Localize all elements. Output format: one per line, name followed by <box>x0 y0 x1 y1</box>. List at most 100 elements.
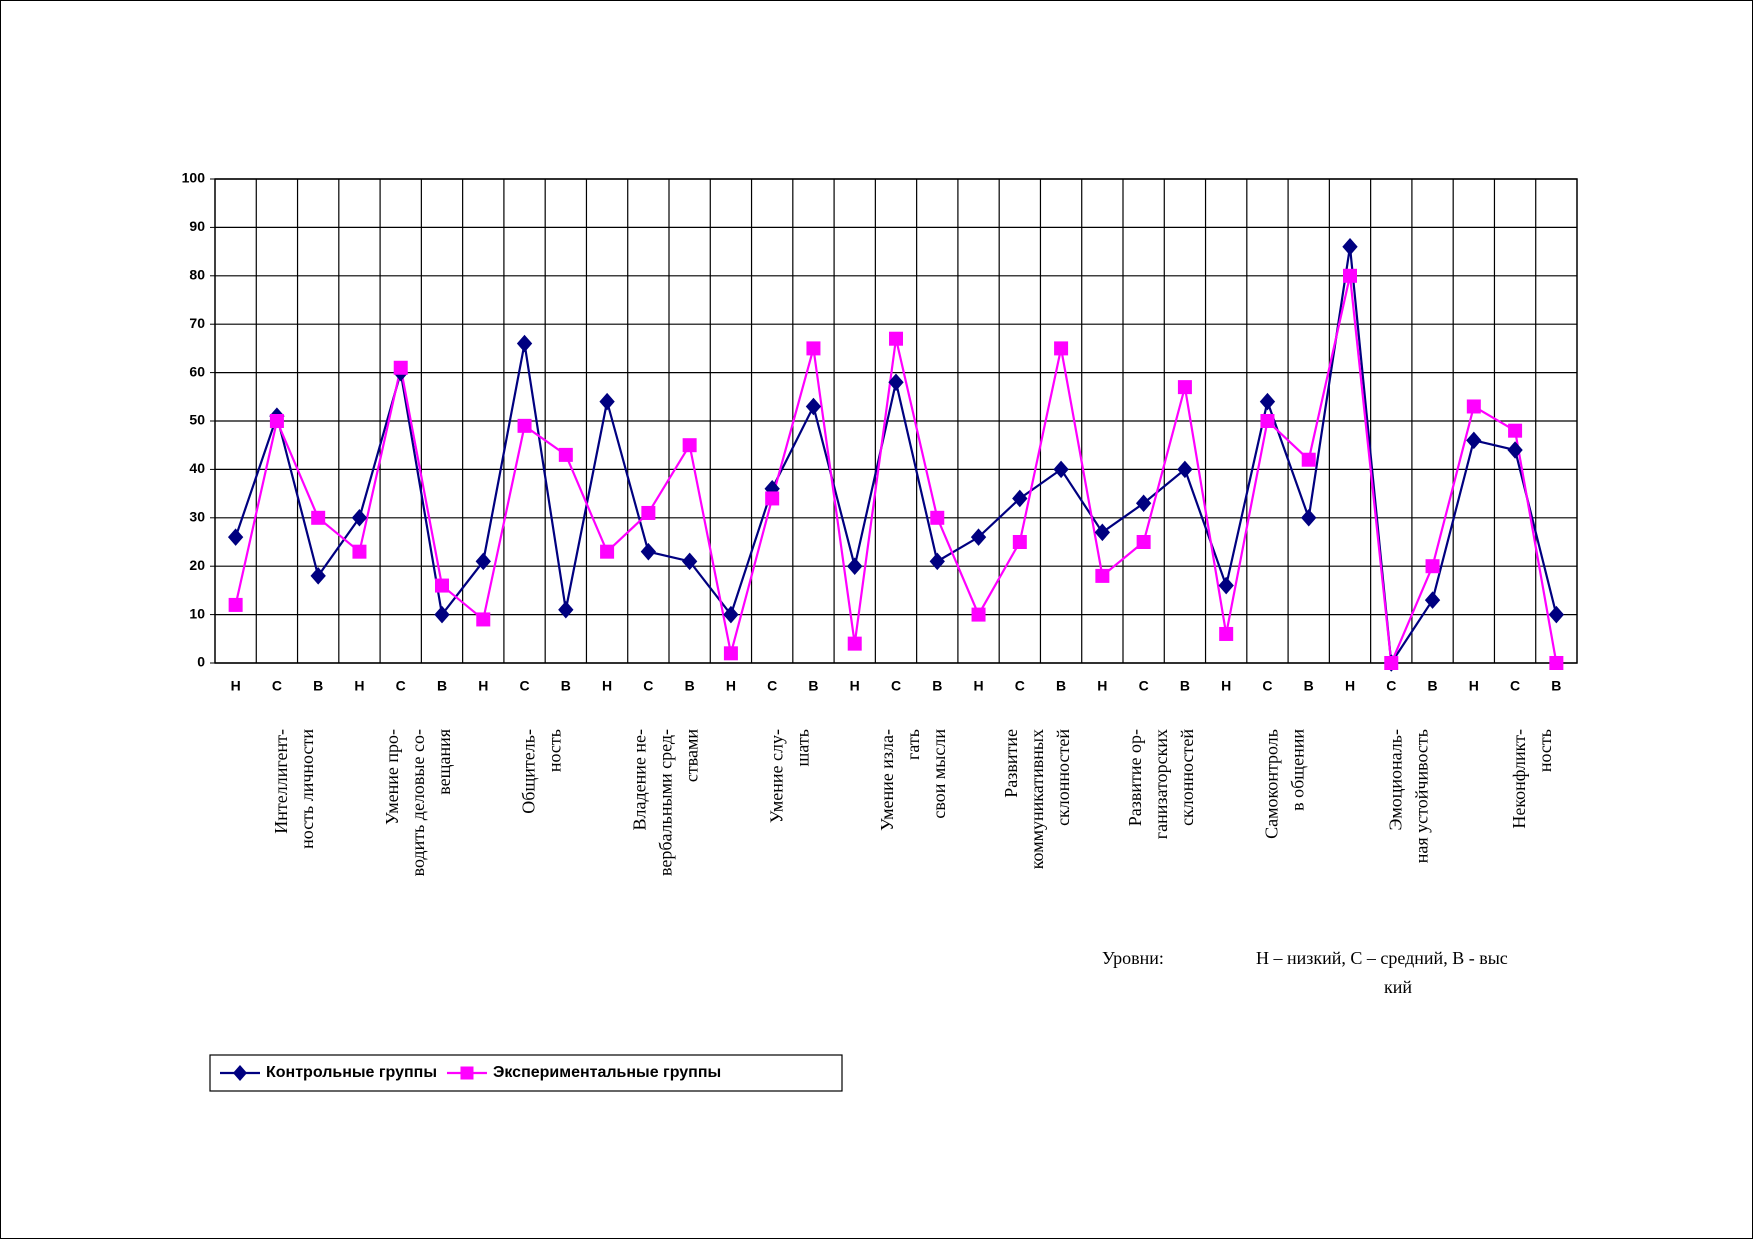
x-tick-label: Н <box>354 678 364 694</box>
data-point <box>1507 441 1523 459</box>
data-point <box>640 542 657 561</box>
data-point <box>1424 591 1441 609</box>
data-point <box>1177 460 1193 479</box>
data-point <box>1260 414 1275 428</box>
x-tick-label: Н <box>1097 678 1107 694</box>
data-point <box>888 373 904 392</box>
data-point <box>1343 268 1357 283</box>
x-tick-label: Н <box>1345 678 1355 694</box>
data-point <box>311 510 326 525</box>
y-tick-label: 0 <box>197 654 205 670</box>
x-tick-label: С <box>643 678 653 694</box>
data-point <box>641 505 656 520</box>
x-tick-label: В <box>1427 678 1437 694</box>
annotation: Н – низкий, С – средний, В - выс <box>1256 948 1508 968</box>
data-point <box>930 510 945 525</box>
x-tick-label: Н <box>231 678 241 694</box>
x-tick-label: Н <box>850 678 860 694</box>
x-tick-label: С <box>891 678 901 694</box>
data-point <box>517 418 532 433</box>
data-point <box>971 607 986 622</box>
data-point <box>1301 509 1317 527</box>
x-tick-label: С <box>1015 678 1025 694</box>
group-label: Умение слу- <box>766 729 786 823</box>
group-label: Умение изла- <box>877 729 897 831</box>
x-tick-label: Н <box>1469 678 1479 694</box>
x-tick-label: С <box>767 678 777 694</box>
group-label: Умение про- <box>382 729 402 825</box>
data-point <box>929 552 945 571</box>
data-point <box>434 605 450 624</box>
group-label: Владение не- <box>629 729 649 831</box>
group-label: Эмоциональ- <box>1385 729 1405 831</box>
group-label: в общении <box>1288 729 1308 811</box>
legend-marker <box>233 1065 247 1081</box>
x-tick-label: Н <box>973 678 983 694</box>
data-point <box>393 360 408 375</box>
data-point <box>1301 452 1316 467</box>
data-point <box>1136 535 1151 549</box>
x-tick-label: С <box>396 678 406 694</box>
group-label: свои мысли <box>929 729 949 819</box>
legend-box <box>209 1054 843 1092</box>
group-label: ность личности <box>297 729 317 849</box>
data-point <box>1012 535 1027 549</box>
group-label: ганизаторских <box>1151 729 1171 839</box>
group-label: Общитель- <box>519 729 539 814</box>
x-tick-label: В <box>1056 678 1066 694</box>
y-tick-label: 20 <box>189 557 205 573</box>
group-label: гать <box>903 729 923 760</box>
group-label: водить деловые со- <box>408 729 428 876</box>
x-tick-label: В <box>561 678 571 694</box>
data-point <box>475 552 491 571</box>
annotation-group: Н – низкий, С – средний, В - выс <box>1256 948 1508 968</box>
x-tick-label: С <box>1139 678 1149 694</box>
y-tick-label: 80 <box>189 267 205 283</box>
group-label: Интеллигент- <box>271 729 291 834</box>
data-point <box>1094 523 1111 542</box>
data-point <box>970 528 987 546</box>
data-point <box>600 544 615 559</box>
data-point <box>476 612 491 627</box>
data-point <box>227 528 244 546</box>
y-tick-label: 30 <box>189 509 205 525</box>
data-point <box>1259 392 1276 411</box>
group-label: ная устойчивость <box>1411 729 1431 863</box>
data-point <box>1548 605 1565 624</box>
x-tick-label: В <box>932 678 942 694</box>
x-tick-label: В <box>313 678 323 694</box>
data-point <box>228 597 243 612</box>
annotation: Уровни: <box>1102 948 1164 968</box>
data-point <box>805 397 822 416</box>
data-point <box>599 392 615 411</box>
x-tick-label: В <box>437 678 447 694</box>
data-point <box>1219 626 1234 641</box>
data-point <box>1508 423 1523 438</box>
data-point <box>1095 568 1110 583</box>
group-label: коммуникативных <box>1027 729 1047 869</box>
y-tick-label: 100 <box>182 170 206 186</box>
y-tick-label: 70 <box>189 315 205 331</box>
legend-label: Контрольные группы <box>266 1064 437 1081</box>
data-point <box>1384 656 1399 670</box>
legend-marker <box>460 1066 474 1080</box>
group-label: Самоконтроль <box>1262 729 1282 839</box>
y-tick-label: 50 <box>189 412 205 428</box>
group-label: Развитие <box>1001 729 1021 798</box>
group-label: склонностей <box>1053 729 1073 826</box>
data-point <box>351 509 368 527</box>
data-point <box>1053 460 1069 479</box>
group-label: шать <box>792 729 812 766</box>
x-tick-label: С <box>272 678 282 694</box>
group-label: Неконфликт- <box>1509 729 1529 829</box>
x-tick-label: В <box>685 678 695 694</box>
data-point <box>1466 431 1482 450</box>
data-point <box>310 567 326 585</box>
data-point <box>1218 576 1234 595</box>
x-tick-label: Н <box>726 678 736 694</box>
x-tick-label: В <box>808 678 818 694</box>
legend-label: Экспериментальные группы <box>493 1064 721 1081</box>
x-tick-label: Н <box>478 678 488 694</box>
